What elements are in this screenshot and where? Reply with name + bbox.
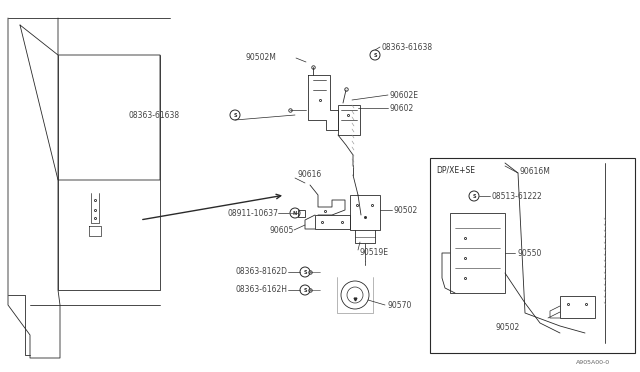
Text: 90602E: 90602E [390, 90, 419, 99]
Text: N: N [293, 211, 297, 215]
Text: 90605: 90605 [269, 225, 294, 234]
Text: S: S [373, 52, 377, 58]
Text: DP/XE+SE: DP/XE+SE [436, 166, 475, 174]
Text: S: S [472, 193, 476, 199]
Text: S: S [303, 269, 307, 275]
Bar [338, 105, 360, 135]
Bar [560, 296, 595, 318]
Bar [298, 210, 305, 217]
Text: 90616: 90616 [297, 170, 321, 179]
Bar [350, 195, 380, 230]
Text: 90550: 90550 [517, 248, 541, 257]
Text: 90502: 90502 [495, 324, 519, 333]
Bar [430, 158, 635, 353]
Text: 08363-6162H: 08363-6162H [236, 285, 288, 295]
Text: 90570: 90570 [387, 301, 412, 310]
Text: S: S [233, 112, 237, 118]
Text: 90519E: 90519E [360, 247, 389, 257]
Bar [315, 215, 350, 229]
Text: A905A00-0: A905A00-0 [576, 360, 610, 366]
Text: 08363-61638: 08363-61638 [382, 42, 433, 51]
Text: 90502M: 90502M [245, 52, 276, 61]
Text: S: S [303, 288, 307, 292]
Text: 08513-61222: 08513-61222 [492, 192, 543, 201]
Text: 08363-8162D: 08363-8162D [236, 267, 288, 276]
Bar [450, 213, 505, 293]
Text: 08911-10637: 08911-10637 [227, 208, 278, 218]
Text: 90502: 90502 [394, 205, 419, 215]
Text: 08363-61638: 08363-61638 [129, 110, 180, 119]
Text: 90602: 90602 [390, 103, 414, 112]
Text: 90616M: 90616M [520, 167, 551, 176]
